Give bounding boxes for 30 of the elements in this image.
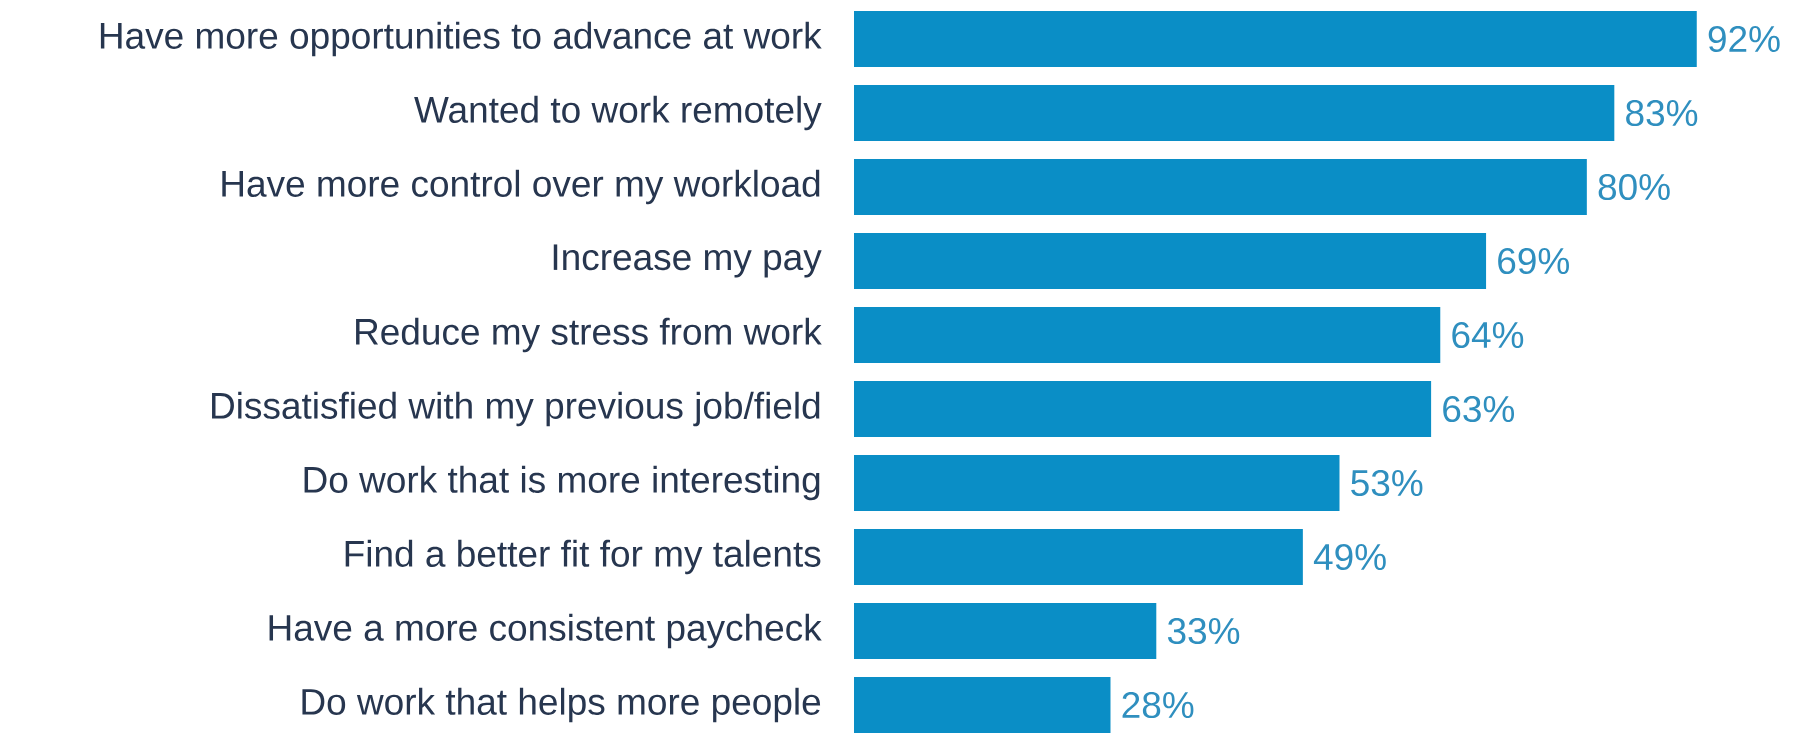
bar (854, 529, 1303, 586)
data-label: 33% (1167, 617, 1240, 645)
data-label: 92% (1708, 25, 1780, 53)
data-label: 63% (1443, 395, 1515, 423)
y-tick-label: Wanted to work remotely (414, 95, 822, 131)
data-label: 53% (1351, 469, 1423, 497)
data-label: 80% (1598, 173, 1670, 201)
data-label: 49% (1313, 543, 1386, 571)
data-label: 28% (1122, 691, 1194, 719)
bar (854, 677, 1111, 734)
y-tick-label: Reduce my stress from work (356, 317, 822, 353)
bar (854, 307, 1441, 364)
bar (854, 233, 1487, 290)
y-tick-label: Have more opportunities to advance at work (100, 21, 822, 57)
data-label: 64% (1452, 321, 1524, 349)
y-tick-label: Have more control over my workload (222, 169, 820, 205)
bar (854, 455, 1340, 512)
bar (854, 603, 1157, 660)
data-label: 83% (1626, 99, 1698, 127)
data-label: 69% (1498, 247, 1569, 275)
y-tick-label: Have a more consistent paycheck (269, 613, 822, 649)
bar (854, 381, 1432, 438)
bar (854, 159, 1587, 216)
bar (854, 85, 1615, 142)
y-tick-label: Find a better fit for my talents (345, 539, 821, 575)
y-tick-label: Dissatisfied with my previous job/field (212, 391, 820, 427)
bar (854, 11, 1697, 67)
y-tick-label: Do work that helps more people (302, 687, 821, 723)
y-tick-label: Do work that is more interesting (304, 465, 820, 501)
y-tick-label: Increase my pay (553, 244, 822, 278)
